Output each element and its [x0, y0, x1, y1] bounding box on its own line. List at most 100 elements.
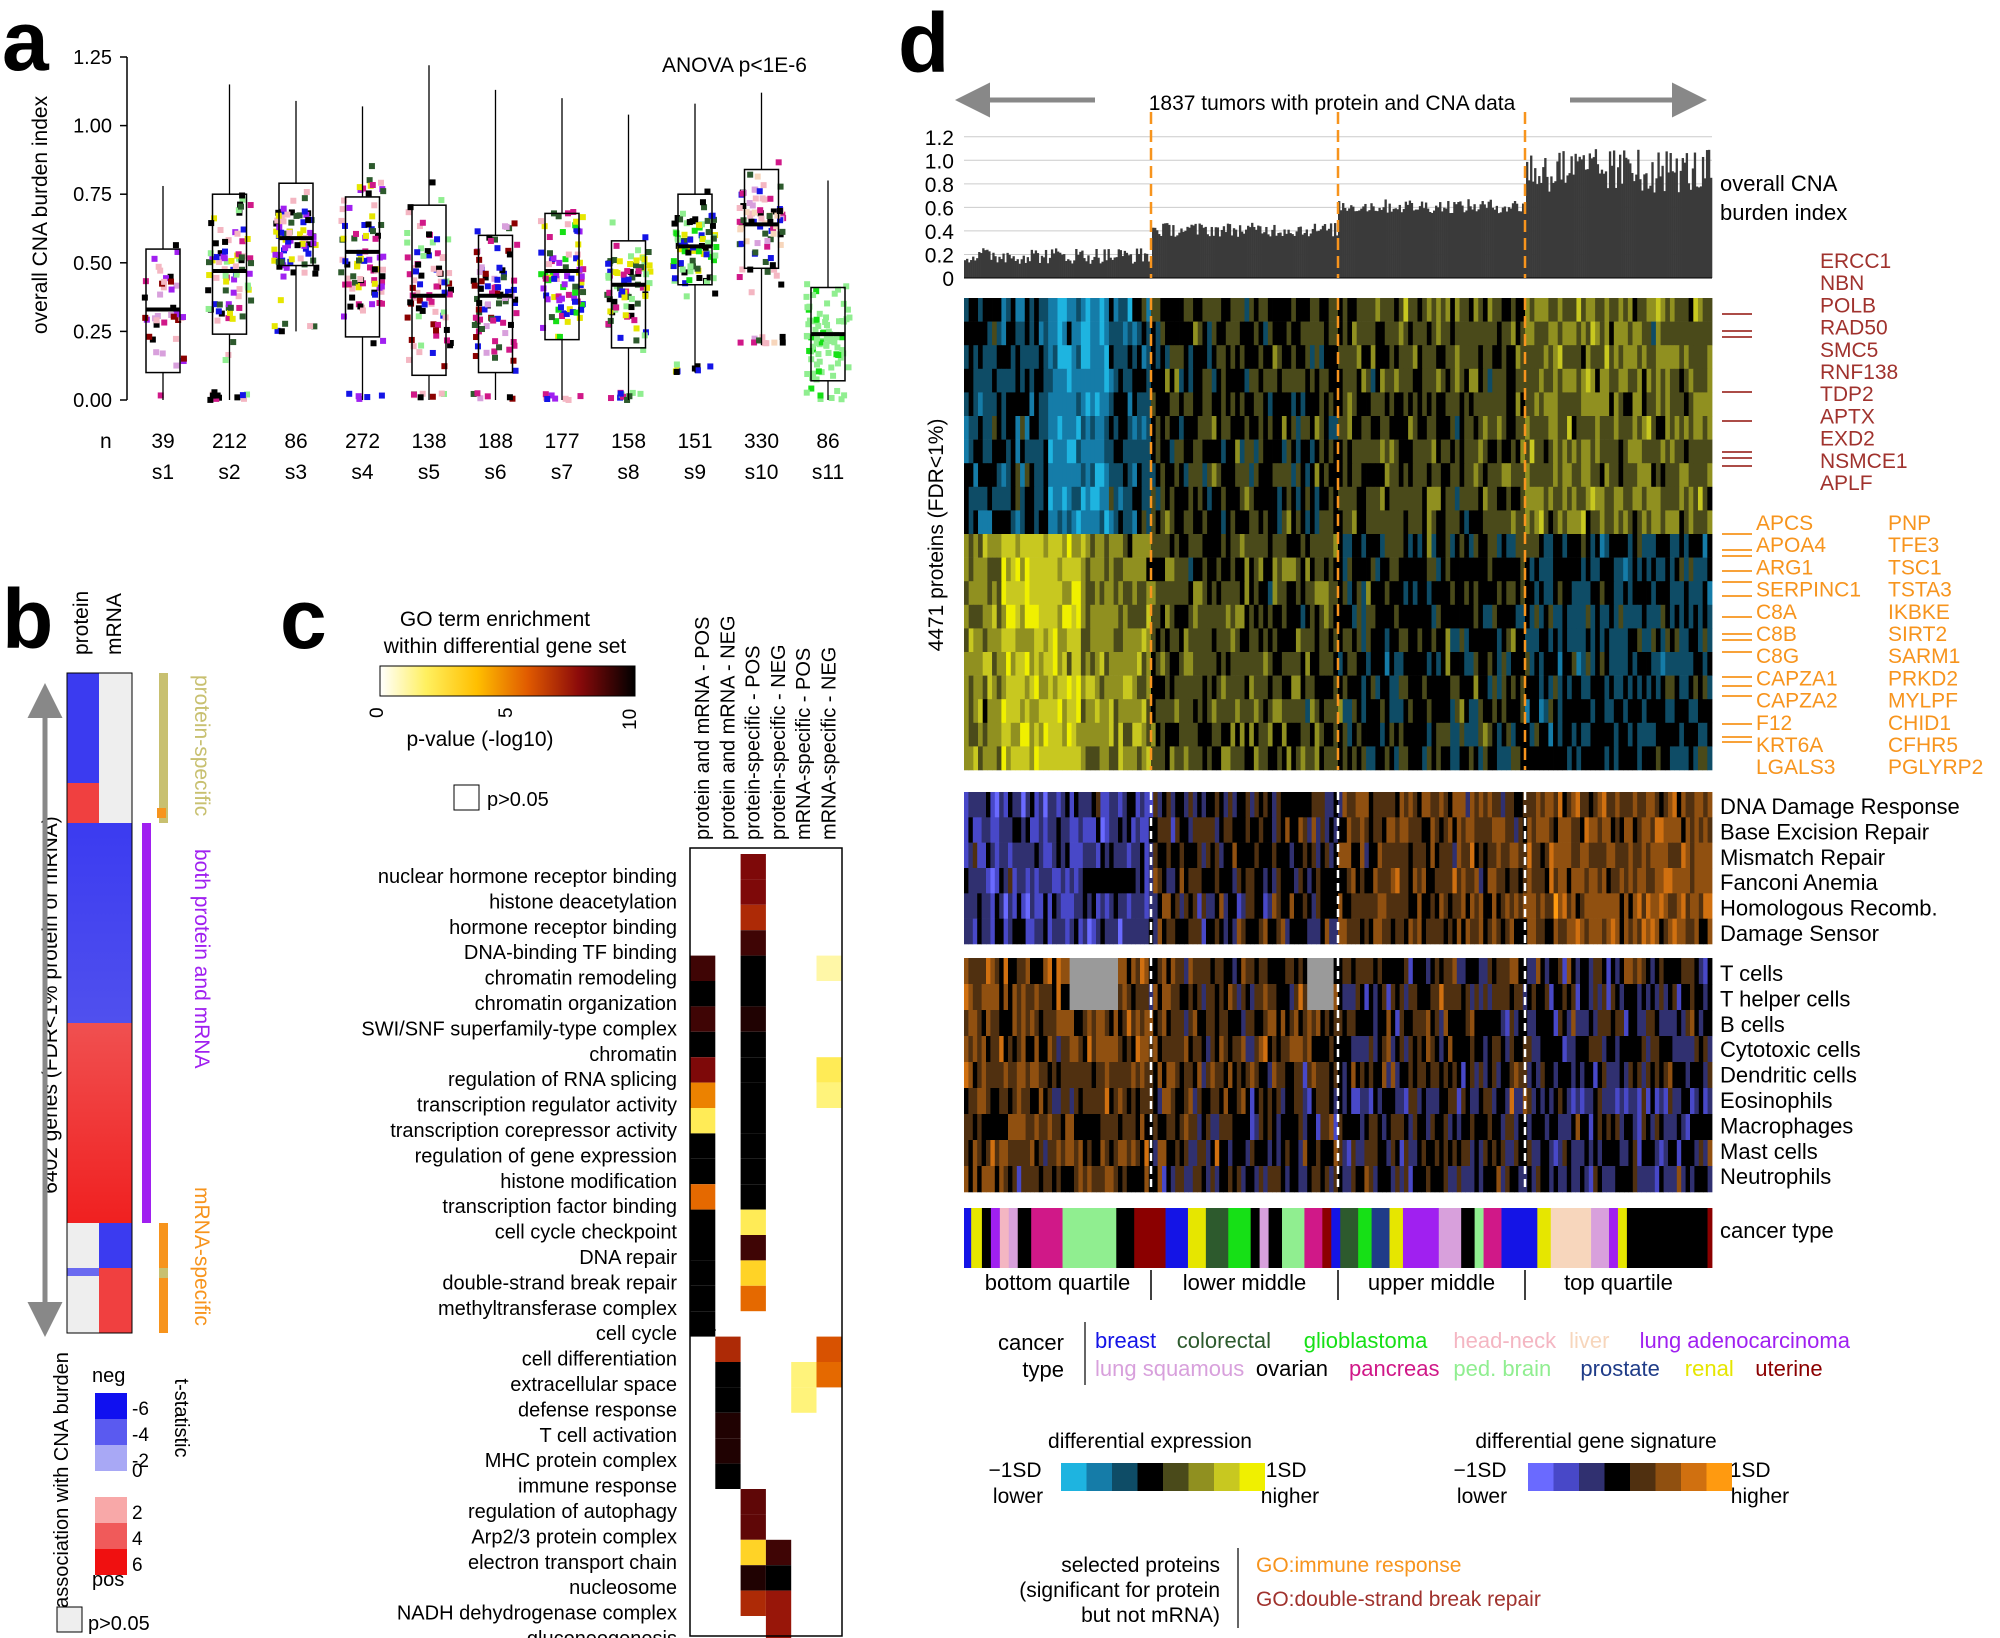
- dProt-cell: [1221, 416, 1227, 440]
- dProt-cell: [1553, 439, 1559, 464]
- dProt-cell: [1454, 416, 1460, 440]
- panel-a-point: [272, 251, 279, 258]
- dProt-cell: [1216, 557, 1222, 582]
- dProt-cell: [1464, 722, 1470, 747]
- dProt-cell: [1034, 675, 1040, 700]
- dProt-cell: [1230, 604, 1236, 629]
- panel-a-point: [844, 306, 851, 313]
- dProt-cell: [1155, 557, 1161, 582]
- dProt-cell: [1464, 699, 1470, 724]
- dPath-cell: [1258, 792, 1264, 818]
- dProt-cell: [1370, 298, 1376, 322]
- dProt-cell: [1581, 439, 1587, 464]
- panel-a-point: [414, 249, 421, 256]
- dProt-cell: [1529, 486, 1535, 511]
- panel-d-cna-bar: [1267, 234, 1270, 278]
- panel-d-cna-bar: [1709, 177, 1713, 278]
- panel-d-cna-bar: [1408, 200, 1412, 278]
- panel-a-point: [624, 396, 631, 403]
- dProt-cell: [1436, 675, 1442, 700]
- panel-d-cna-bar: [1291, 234, 1294, 278]
- dProt-cell: [1071, 581, 1077, 606]
- panel-a-point: [365, 221, 372, 228]
- dProt-cell: [1062, 534, 1068, 558]
- panel-a-point: [374, 232, 381, 239]
- panel-a-point: [215, 308, 222, 315]
- dPath-cell: [1294, 792, 1299, 818]
- dProt-cell: [1239, 298, 1245, 322]
- dProt-cell: [1576, 510, 1582, 535]
- dPath-cell: [1232, 792, 1238, 818]
- dProt-cell: [1534, 416, 1540, 440]
- dProt-cell: [1585, 604, 1591, 629]
- dProt-cell: [1179, 486, 1185, 511]
- panel-a-point: [609, 219, 616, 226]
- dProt-cell: [1319, 345, 1325, 370]
- dProt-cell: [1366, 534, 1372, 558]
- panel-a-point: [627, 261, 634, 268]
- dProt-cell: [1548, 486, 1554, 511]
- dProt-cell: [996, 298, 1002, 322]
- dPath-cell: [1373, 792, 1378, 818]
- dProt-cell: [1080, 604, 1086, 629]
- panel-d-cna-bar: [1372, 206, 1375, 278]
- dProt-cell: [968, 746, 974, 771]
- panel-a-point: [477, 316, 484, 323]
- dProt-cell: [1108, 557, 1114, 582]
- dProt-cell: [1090, 321, 1096, 346]
- dProt-cell: [1609, 722, 1615, 747]
- dPath-cell: [1685, 792, 1691, 818]
- panel-a-point: [244, 235, 251, 242]
- dProt-cell: [1459, 604, 1465, 629]
- dProt-cell: [1160, 581, 1166, 606]
- dProt-cell: [1160, 510, 1166, 535]
- dProt-cell: [1478, 392, 1484, 417]
- dProt-cell: [1637, 368, 1643, 393]
- dProt-cell: [1585, 581, 1591, 606]
- dProt-cell: [1113, 321, 1119, 346]
- panel-a-point: [514, 241, 521, 248]
- dProt-cell: [1665, 722, 1671, 747]
- dProt-cell: [1132, 486, 1138, 511]
- panel-a-point: [743, 238, 750, 245]
- dProt-cell: [992, 463, 998, 488]
- dProt-cell: [1038, 628, 1044, 653]
- dProt-cell: [1188, 298, 1194, 322]
- dProt-cell: [1366, 675, 1372, 700]
- dProt-cell: [1052, 368, 1058, 393]
- dProt-cell: [1590, 534, 1596, 558]
- panel-d-cna-bar: [1449, 213, 1452, 278]
- dProt-cell: [1548, 534, 1554, 558]
- dProt-cell: [1197, 298, 1203, 322]
- dProt-cell: [1394, 368, 1400, 393]
- dProt-cell: [1291, 510, 1297, 535]
- dProt-cell: [1291, 368, 1297, 393]
- dProt-cell: [1366, 298, 1372, 322]
- dProt-cell: [1024, 675, 1030, 700]
- dProt-cell: [1146, 534, 1152, 558]
- panel-d-cna-bar: [1024, 262, 1027, 278]
- dProt-cell: [1080, 746, 1086, 771]
- dProt-cell: [1637, 298, 1643, 322]
- dProt-cell: [1431, 652, 1437, 676]
- panel-a-point: [537, 218, 544, 225]
- dProt-cell: [1529, 392, 1535, 417]
- dProt-cell: [1478, 510, 1484, 535]
- dProt-cell: [1370, 652, 1376, 676]
- dProt-cell: [1207, 416, 1213, 440]
- dProt-cell: [1239, 699, 1245, 724]
- panel-c-row-label: Arp2/3 protein complex: [471, 1526, 677, 1548]
- panel-d-cna-bar: [1572, 174, 1575, 278]
- dProt-cell: [1305, 368, 1311, 393]
- dProt-cell: [1286, 604, 1292, 629]
- dProt-cell: [1576, 368, 1582, 393]
- panel-a-point: [740, 217, 747, 224]
- dProt-cell: [1038, 675, 1044, 700]
- dPath-cell: [1003, 792, 1009, 818]
- dProt-cell: [1314, 604, 1320, 629]
- panel-a-point: [492, 354, 499, 361]
- dProt-cell: [1272, 486, 1278, 511]
- dProt-cell: [1394, 486, 1400, 511]
- panel-d-cna-bar: [1170, 235, 1173, 278]
- dProt-cell: [1356, 534, 1362, 558]
